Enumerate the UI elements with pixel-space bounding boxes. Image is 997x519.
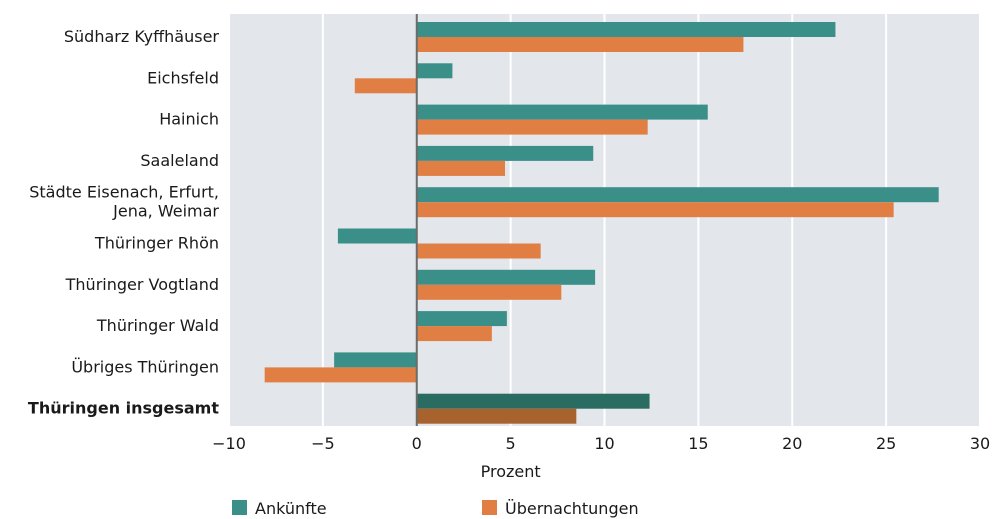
x-tick-labels: −10 −5 0 5 10 15 20 25 30 xyxy=(212,434,990,453)
bar-ankuenfte xyxy=(416,393,650,409)
bar-ankuenfte xyxy=(416,145,594,161)
bar-uebernachtungen xyxy=(416,284,562,300)
category-label: Übriges Thüringen xyxy=(71,357,219,376)
bar-ankuenfte xyxy=(416,104,708,120)
x-tick-label: −5 xyxy=(311,434,335,453)
legend-label-ankuenfte: Ankünfte xyxy=(255,499,327,518)
x-tick-label: 5 xyxy=(506,434,516,453)
category-label: Jena, Weimar xyxy=(112,202,219,221)
category-label: Thüringen insgesamt xyxy=(28,399,219,418)
category-label: Eichsfeld xyxy=(147,68,219,87)
category-label: Hainich xyxy=(159,110,219,129)
grid-lines xyxy=(228,14,981,426)
bar-uebernachtungen xyxy=(416,160,505,176)
x-tick-label: 30 xyxy=(970,434,990,453)
x-tick-label: 10 xyxy=(594,434,614,453)
bar-uebernachtungen xyxy=(416,243,541,259)
bars xyxy=(264,22,939,424)
bar-ankuenfte xyxy=(416,311,507,327)
bar-uebernachtungen xyxy=(416,37,744,52)
bar-uebernachtungen xyxy=(416,326,492,342)
bar-ankuenfte xyxy=(416,22,836,37)
bar-uebernachtungen xyxy=(416,119,648,135)
category-label: Städte Eisenach, Erfurt, xyxy=(29,183,219,202)
x-tick-label: 0 xyxy=(412,434,422,453)
bar-ankuenfte xyxy=(334,352,417,368)
bar-uebernachtungen xyxy=(416,202,894,218)
legend-swatch-uebernachtungen xyxy=(482,500,497,515)
x-tick-label: 20 xyxy=(782,434,802,453)
bar-ankuenfte xyxy=(416,63,453,79)
legend: Ankünfte Übernachtungen xyxy=(232,499,639,518)
x-axis-title: Prozent xyxy=(481,462,541,481)
category-label: Thüringer Rhön xyxy=(94,234,219,253)
bar-uebernachtungen xyxy=(264,367,417,383)
legend-label-uebernachtungen: Übernachtungen xyxy=(505,499,639,518)
category-label: Thüringer Wald xyxy=(96,316,219,335)
bar-ankuenfte xyxy=(337,228,417,244)
bar-ankuenfte xyxy=(416,269,596,285)
x-tick-label: 15 xyxy=(688,434,708,453)
bar-uebernachtungen xyxy=(416,408,577,424)
category-label: Südharz Kyffhäuser xyxy=(64,27,220,46)
bar-ankuenfte xyxy=(416,187,939,203)
x-tick-label: −10 xyxy=(212,434,246,453)
x-tick-label: 25 xyxy=(876,434,896,453)
bar-uebernachtungen xyxy=(354,78,417,94)
legend-swatch-ankuenfte xyxy=(232,500,247,515)
category-labels: Südharz Kyffhäuser Eichsfeld Hainich Saalel… xyxy=(28,27,220,418)
category-label: Saaleland xyxy=(140,151,219,170)
category-label: Thüringer Vogtland xyxy=(65,275,219,294)
